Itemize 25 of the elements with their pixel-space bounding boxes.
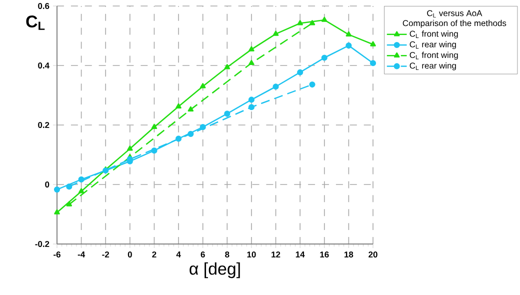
legend-label: C$_{L}$ rear wing <box>410 41 456 50</box>
x-tick-label: 10 <box>247 252 256 258</box>
y-axis-title: C$_{L}$ <box>26 15 45 30</box>
legend-label: C$_{L}$ rear wing <box>410 62 456 70</box>
x-tick-label: 18 <box>344 252 354 258</box>
x-tick-label: 8 <box>225 252 230 258</box>
y-tick-label: 0 <box>45 182 50 188</box>
x-axis-title: α [deg] <box>190 262 240 278</box>
y-tick-label: 0.2 <box>38 122 50 128</box>
x-tick-label: 6 <box>200 252 205 258</box>
y-tick-label: 0.4 <box>38 62 50 68</box>
legend-label: C$_{L}$ front wing <box>410 30 458 38</box>
x-tick-label: 2 <box>152 252 156 258</box>
x-tick-label: 4 <box>176 252 181 258</box>
x-tick-label: -6 <box>54 252 60 258</box>
y-tick-label: 0.6 <box>38 3 50 9</box>
x-tick-label: -4 <box>78 252 86 258</box>
x-tick-label: 14 <box>296 252 305 258</box>
x-tick-label: 12 <box>272 252 280 258</box>
x-tick-label: 0 <box>128 252 132 258</box>
x-tick-label: -2 <box>102 252 110 258</box>
x-tick-label: 20 <box>368 252 378 258</box>
x-tick-label: 16 <box>320 252 329 258</box>
legend-label: C$_{L}$ front wing <box>410 52 458 60</box>
y-tick-label: -0.2 <box>35 241 50 247</box>
